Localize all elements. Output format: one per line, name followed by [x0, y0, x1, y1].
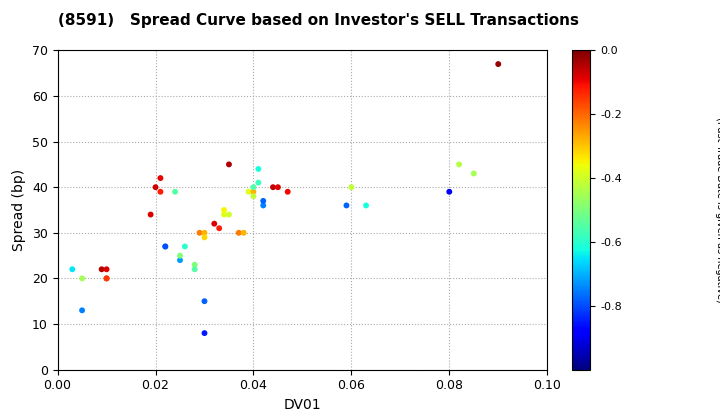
Point [233, 229, 245, 236]
Point [341, 202, 352, 209]
Point [96, 266, 107, 273]
Point [282, 189, 294, 195]
Point [267, 184, 279, 191]
X-axis label: DV01: DV01 [284, 398, 321, 412]
Point [169, 189, 181, 195]
Point [218, 207, 230, 213]
Point [492, 61, 504, 68]
Point [238, 229, 249, 236]
Point [346, 184, 357, 191]
Point [258, 202, 269, 209]
Point [199, 298, 210, 304]
Point [253, 179, 264, 186]
Point [155, 175, 166, 181]
Point [213, 225, 225, 231]
Point [76, 307, 88, 314]
Y-axis label: Time in years between 5/2/2025 and Trade Date
(Past Trade Date is given as negat: Time in years between 5/2/2025 and Trade… [715, 92, 720, 328]
Point [243, 189, 254, 195]
Point [468, 170, 480, 177]
Point [189, 261, 200, 268]
Point [150, 184, 161, 191]
Point [248, 193, 259, 199]
Point [189, 266, 200, 273]
Point [223, 161, 235, 168]
Point [174, 257, 186, 263]
Point [454, 161, 465, 168]
Text: (8591)   Spread Curve based on Investor's SELL Transactions: (8591) Spread Curve based on Investor's … [58, 13, 579, 28]
Point [101, 275, 112, 282]
Point [248, 184, 259, 191]
Point [199, 234, 210, 241]
Point [253, 165, 264, 172]
Point [101, 275, 112, 282]
Point [218, 211, 230, 218]
Point [101, 266, 112, 273]
Point [160, 243, 171, 250]
Point [145, 211, 156, 218]
Point [360, 202, 372, 209]
Point [199, 229, 210, 236]
Point [76, 275, 88, 282]
Point [248, 189, 259, 195]
Point [272, 184, 284, 191]
Point [174, 252, 186, 259]
Point [155, 189, 166, 195]
Point [258, 197, 269, 204]
Point [209, 220, 220, 227]
Point [160, 243, 171, 250]
Point [66, 266, 78, 273]
Point [223, 211, 235, 218]
Point [179, 243, 191, 250]
Point [444, 189, 455, 195]
Point [199, 330, 210, 336]
Y-axis label: Spread (bp): Spread (bp) [12, 169, 27, 251]
Point [194, 229, 205, 236]
